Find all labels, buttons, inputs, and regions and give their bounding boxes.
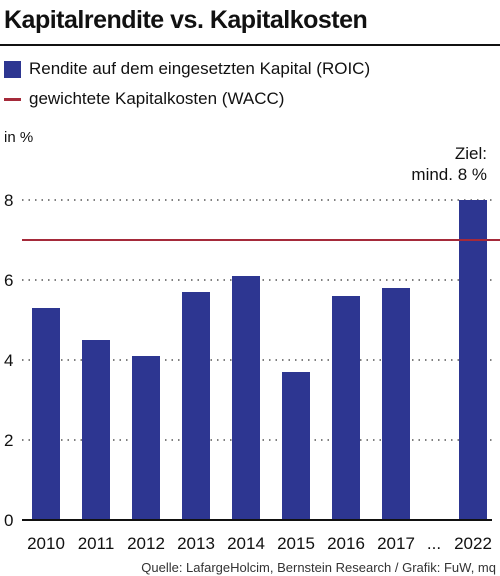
target-annotation-line2: mind. 8 %: [411, 165, 487, 184]
target-annotation-line1: Ziel:: [455, 144, 487, 163]
legend-label-wacc: gewichtete Kapitalkosten (WACC): [29, 89, 285, 108]
y-tick-label: 0: [4, 511, 13, 530]
source-note: Quelle: LafargeHolcim, Bernstein Researc…: [141, 560, 496, 575]
legend-label-roic: Rendite auf dem eingesetzten Kapital (RO…: [29, 59, 371, 78]
x-tick-label-2014: 2014: [227, 534, 265, 553]
x-tick-label-2022: 2022: [454, 534, 492, 553]
x-tick-label-2010: 2010: [27, 534, 65, 553]
legend: Rendite auf dem eingesetzten Kapital (RO…: [4, 54, 370, 114]
y-tick-label: 8: [4, 191, 13, 210]
x-axis-ellipsis: ...: [427, 534, 441, 553]
bar-2011: [82, 340, 110, 520]
x-tick-label-2015: 2015: [277, 534, 315, 553]
title-divider: [0, 44, 500, 46]
bar-2022: [459, 200, 487, 520]
x-tick-label-2011: 2011: [78, 534, 115, 553]
legend-item-wacc: gewichtete Kapitalkosten (WACC): [4, 84, 370, 114]
bar-2016: [332, 296, 360, 520]
x-tick-label-2013: 2013: [177, 534, 215, 553]
x-tick-label-2017: 2017: [377, 534, 415, 553]
y-tick-label: 4: [4, 351, 13, 370]
y-unit-label: in %: [4, 129, 33, 146]
y-tick-label: 6: [4, 271, 13, 290]
bar-2010: [32, 308, 60, 520]
bar-2014: [232, 276, 260, 520]
chart-title: Kapitalrendite vs. Kapitalkosten: [4, 6, 368, 34]
bar-2013: [182, 292, 210, 520]
x-tick-label-2016: 2016: [327, 534, 365, 553]
legend-swatch-wacc: [4, 97, 21, 101]
bar-2017: [382, 288, 410, 520]
bar-2012: [132, 356, 160, 520]
legend-swatch-roic: [4, 60, 21, 78]
x-tick-label-2012: 2012: [127, 534, 165, 553]
bar-2015: [282, 372, 310, 520]
legend-item-roic: Rendite auf dem eingesetzten Kapital (RO…: [4, 54, 370, 84]
y-tick-label: 2: [4, 431, 13, 450]
